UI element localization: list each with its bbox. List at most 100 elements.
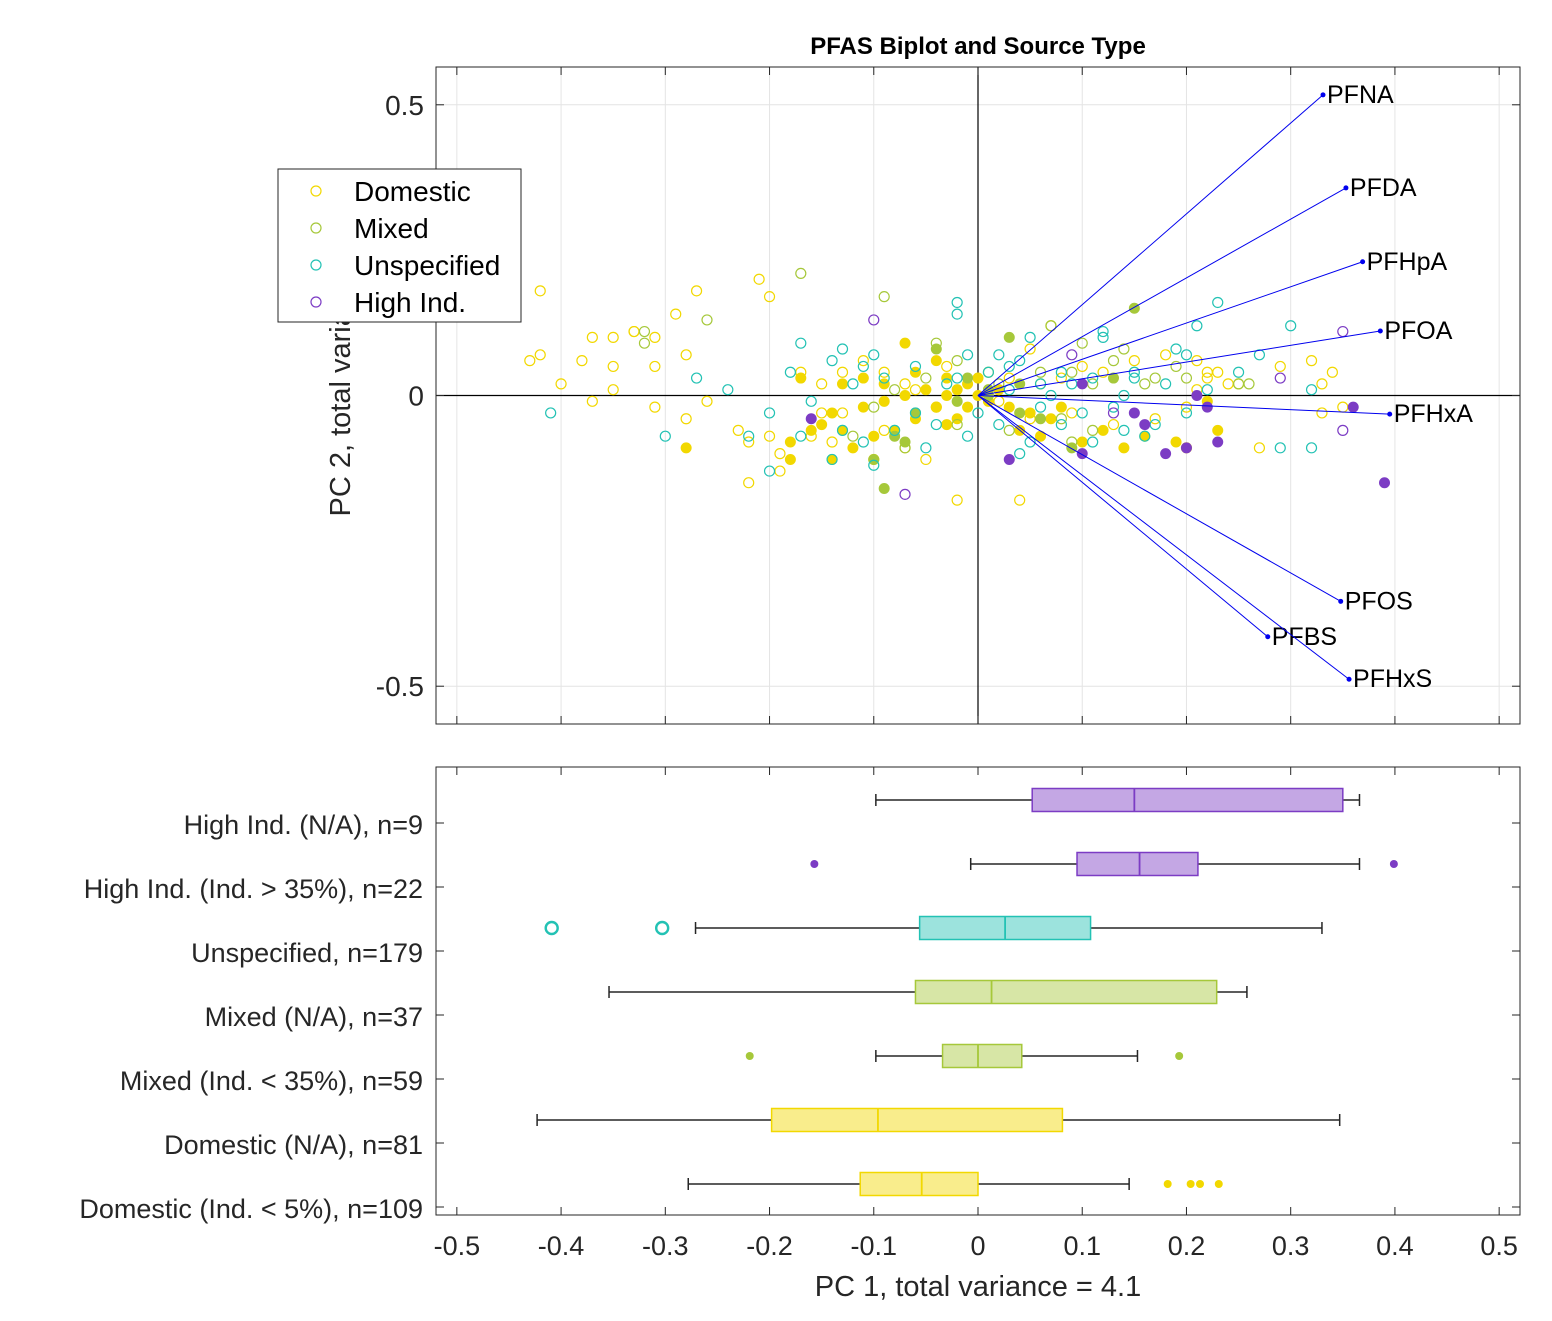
scatter-point-filled-high_ind — [1212, 436, 1224, 448]
scatter-point-filled-domestic — [930, 401, 942, 413]
box-group — [608, 979, 1248, 1005]
scatter-point-unspecified — [826, 453, 838, 466]
scatter-point-unspecified — [1087, 436, 1099, 448]
scatter-point-unspecified — [1055, 418, 1067, 431]
scatter-point-domestic — [1097, 366, 1109, 378]
scatter-point-mixed — [795, 267, 807, 280]
box-category-label: Mixed (Ind. < 35%), n=59 — [120, 1066, 423, 1096]
scatter-point-domestic — [1160, 349, 1172, 361]
loading-vector-tip — [1265, 634, 1271, 640]
scatter-point-unspecified — [784, 366, 796, 378]
scatter-point-domestic — [701, 395, 713, 407]
scatter-point-domestic — [607, 331, 619, 343]
biplot-y-tick-label: 0 — [408, 381, 424, 412]
scatter-point-mixed — [1045, 320, 1057, 332]
loading-vector-pfos — [977, 395, 1341, 602]
box-outlier — [1389, 860, 1398, 868]
scatter-point-filled-domestic — [962, 401, 974, 413]
scatter-point-unspecified — [961, 349, 974, 361]
scatter-point-filled-high_ind — [1160, 448, 1172, 460]
scatter-point-unspecified — [982, 366, 995, 378]
box-group — [745, 1043, 1184, 1069]
scatter-point-unspecified — [909, 360, 922, 373]
scatter-point-mixed — [993, 378, 1005, 390]
scatter-point-unspecified — [836, 343, 849, 355]
scatter-point-unspecified — [1014, 448, 1026, 460]
scatter-point-mixed — [1232, 378, 1245, 390]
loading-vector-tip — [1387, 411, 1393, 417]
box-x-tick-label: -0.3 — [642, 1231, 689, 1261]
loading-vector-pfhxa — [977, 395, 1390, 415]
box-x-tick-label: 0.3 — [1272, 1231, 1310, 1261]
box-groups — [536, 787, 1398, 1197]
scatter-point-unspecified — [1097, 325, 1109, 338]
scatter-point-mixed — [920, 372, 932, 384]
scatter-point-unspecified — [795, 430, 807, 442]
scatter-point-unspecified — [1014, 355, 1026, 367]
box-group — [875, 787, 1361, 813]
scatter-point-unspecified — [1024, 331, 1036, 343]
scatter-point-unspecified — [951, 372, 963, 384]
biplot-title: PFAS Biplot and Source Type — [810, 33, 1146, 60]
scatter-point-unspecified — [941, 378, 953, 390]
scatter-point-domestic — [1180, 401, 1193, 413]
box-outlier — [1186, 1180, 1195, 1188]
loading-vector-pfoa — [977, 330, 1381, 396]
scatter-point-filled-domestic — [784, 453, 796, 465]
scatter-point-domestic — [690, 285, 703, 297]
legend-box — [277, 168, 522, 323]
scatter-point-unspecified — [1045, 389, 1057, 402]
scatter-point-mixed — [1149, 372, 1161, 384]
scatter-point-unspecified — [1128, 372, 1140, 384]
scatter-point-domestic — [1076, 360, 1088, 373]
box-outlier — [810, 860, 819, 868]
scatter-point-filled-mixed — [1014, 407, 1026, 419]
scatter-point-mixed — [638, 325, 651, 338]
box-x-tick-label: 0 — [970, 1231, 985, 1261]
scatter-point-domestic — [743, 436, 755, 448]
loading-vector-tip — [1377, 328, 1383, 334]
scatter-point-unspecified — [1097, 331, 1109, 343]
scatter-point-unspecified — [1139, 430, 1151, 442]
scatter-point-high_ind — [1107, 407, 1120, 419]
scatter-point-mixed — [638, 337, 651, 349]
scatter-point-domestic — [743, 477, 755, 489]
scatter-point-domestic — [1149, 413, 1161, 425]
scatter-point-filled-high_ind — [1003, 453, 1015, 465]
scatter-point-filled-domestic — [847, 442, 859, 454]
scatter-point-filled-domestic — [857, 372, 869, 384]
scatter-point-domestic — [1055, 372, 1067, 384]
scatter-point-unspecified — [1180, 349, 1193, 361]
box-outlier — [1214, 1180, 1223, 1188]
scatter-point-filled-domestic — [951, 384, 963, 396]
scatter-point-high_ind — [1337, 424, 1349, 436]
scatter-point-unspecified — [993, 418, 1005, 431]
box-outlier — [1175, 1052, 1184, 1060]
legend-marker-unspecified — [310, 259, 322, 271]
scatter-point-unspecified — [889, 424, 901, 436]
scatter-point-mixed — [1180, 372, 1193, 384]
scatter-point-filled-mixed — [868, 453, 880, 465]
scatter-point-domestic — [1253, 442, 1266, 454]
scatter-point-high_ind — [1066, 349, 1078, 361]
scatter-point-filled-domestic — [784, 436, 796, 448]
scatter-point-filled-mixed — [1066, 442, 1078, 454]
loading-vector-label: PFOS — [1345, 587, 1413, 615]
scatter-point-unspecified — [1024, 436, 1036, 448]
scatter-point-mixed — [1055, 413, 1067, 425]
box-x-tick-label: 0.5 — [1480, 1231, 1518, 1261]
scatter-point-domestic — [680, 413, 692, 425]
scatter-point-unspecified — [1253, 349, 1266, 361]
scatter-point-filled-domestic — [899, 337, 911, 349]
scatter-point-filled-domestic — [951, 413, 963, 425]
box-group — [810, 851, 1398, 877]
loading-vector-pfda — [977, 187, 1347, 396]
scatter-point-unspecified — [690, 372, 703, 384]
box-x-tick-label: -0.5 — [434, 1231, 481, 1261]
scatter-point-filled-domestic — [1076, 436, 1088, 448]
scatter-point-domestic — [649, 401, 661, 413]
loading-vector-tip — [1346, 676, 1352, 682]
scatter-point-unspecified — [826, 355, 838, 367]
